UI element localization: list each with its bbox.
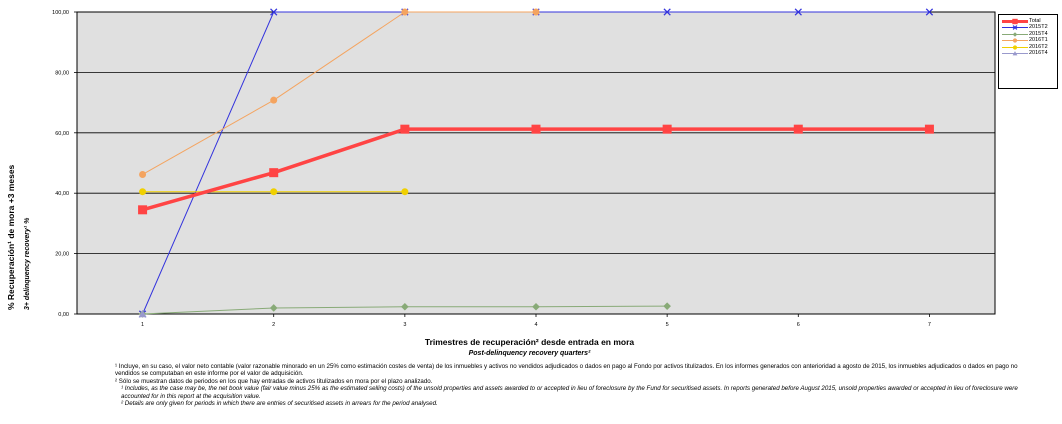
data-point	[794, 8, 802, 16]
data-point	[663, 8, 671, 16]
legend-label: 2016T2	[1029, 43, 1048, 50]
legend-swatch	[1002, 38, 1028, 43]
legend-swatch	[1002, 51, 1028, 56]
y-tick-label: 40,00	[55, 191, 69, 197]
plot-area	[76, 11, 996, 315]
legend-label: 2016T1	[1029, 37, 1048, 44]
data-point	[1012, 25, 1018, 31]
y-axis-title: % Recuperación¹ de mora +3 meses	[6, 164, 16, 310]
data-point	[270, 188, 278, 196]
footnote-2-es: ² Sólo se muestran datos de periodos en …	[115, 377, 433, 385]
data-point	[270, 96, 278, 104]
footnote-1-en: ¹ Includes, as the case may be, the net …	[121, 385, 1018, 400]
x-tick-label: 1	[141, 322, 144, 328]
data-point	[662, 124, 672, 134]
data-point	[401, 188, 409, 196]
x-tick-label: 6	[797, 322, 800, 328]
data-point	[400, 124, 410, 134]
data-point	[139, 170, 147, 178]
data-point	[1012, 18, 1018, 25]
data-point	[401, 8, 409, 16]
x-tick-label: 3	[403, 322, 406, 328]
footnotes: ¹ Incluye, en su caso, el valor neto con…	[115, 363, 1020, 407]
legend-label: 2015T4	[1029, 30, 1048, 37]
series-Total	[138, 124, 934, 215]
data-point	[1012, 32, 1018, 37]
legend-label: 2016T4	[1029, 49, 1048, 56]
data-point	[269, 168, 279, 178]
series-2016T2	[139, 188, 409, 196]
x-axis-subtitle: Post-delinquency recovery quarters²	[468, 350, 591, 357]
x-tick-label: 4	[534, 322, 537, 328]
y-tick-label: 20,00	[55, 252, 69, 258]
data-point	[138, 310, 147, 318]
data-point	[1012, 38, 1018, 43]
legend-item: 2015T2	[999, 24, 1057, 30]
x-tick-label: 7	[928, 322, 931, 328]
series-2016T1	[139, 8, 540, 178]
legend-label: Total	[1029, 18, 1041, 24]
chart-legend: Total 2015T2 2015T4 2016T1 2016T2 2016T4	[998, 14, 1058, 89]
y-tick-label: 80,00	[55, 70, 69, 76]
legend-swatch	[1002, 44, 1028, 50]
data-point	[401, 302, 409, 311]
marker-stroke	[270, 8, 278, 16]
legend-item: 2016T1	[999, 37, 1057, 43]
data-point	[925, 8, 934, 16]
marker-stroke	[663, 8, 671, 16]
legend-swatch	[1002, 25, 1028, 31]
data-point	[663, 302, 671, 310]
marker-stroke	[925, 8, 934, 16]
data-point	[139, 188, 147, 196]
x-tick-label: 5	[666, 322, 669, 328]
x-tick-label: 2	[272, 322, 275, 328]
y-tick-label: 100,00	[52, 10, 69, 16]
series-line	[142, 11, 536, 175]
legend-label: 2015T2	[1029, 24, 1048, 31]
y-tick-label: 0,00	[58, 312, 69, 318]
x-axis-title: Trimestres de recuperación² desde entrad…	[424, 337, 635, 347]
legend-item: 2016T4	[999, 50, 1057, 56]
data-point	[1012, 51, 1018, 56]
legend-item: 2015T4	[999, 31, 1057, 37]
data-point	[269, 304, 278, 312]
marker-stroke	[794, 8, 802, 16]
footnote-2-en: ² Details are only given for periods in …	[121, 400, 438, 408]
footnote-1-es: ¹ Incluye, en su caso, el valor neto con…	[115, 363, 1018, 378]
legend-item: Total	[999, 18, 1057, 25]
data-point	[924, 124, 934, 134]
data-point	[531, 124, 541, 134]
data-point	[532, 8, 540, 16]
data-point	[138, 205, 148, 215]
y-tick-label: 60,00	[55, 131, 69, 137]
data-point	[793, 124, 803, 134]
data-point	[532, 302, 540, 311]
series-2016T4	[138, 310, 147, 318]
legend-swatch	[1002, 18, 1028, 25]
data-point	[270, 8, 278, 16]
y-axis-subtitle: 3+ delinquency recovery¹ %	[24, 217, 31, 310]
marker-stroke	[1012, 25, 1018, 31]
data-point	[1012, 44, 1018, 50]
legend-item: 2016T2	[999, 44, 1057, 50]
legend-swatch	[1002, 32, 1028, 37]
